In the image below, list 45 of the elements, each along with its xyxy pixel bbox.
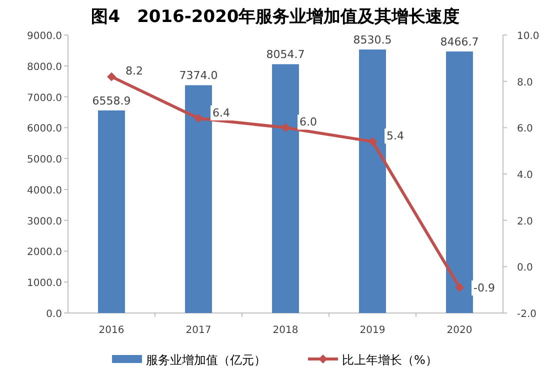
y2-tick-label: 10.0 bbox=[517, 31, 540, 42]
data-label: 8466.7 bbox=[440, 35, 479, 48]
y-tick-label: 9000.0 bbox=[27, 31, 62, 42]
y-tick-label: 0.0 bbox=[46, 309, 62, 320]
legend-label: 比上年增长（%） bbox=[342, 353, 438, 367]
point bbox=[107, 72, 116, 82]
point bbox=[368, 137, 377, 146]
point bbox=[281, 123, 290, 132]
y-tick-label: 4000.0 bbox=[27, 185, 62, 196]
data-label: 7374.0 bbox=[179, 69, 218, 82]
y2-tick-label: 8.0 bbox=[517, 77, 533, 88]
data-label: 5.4 bbox=[386, 130, 404, 143]
chart-title: 图4 2016-2020年服务业增加值及其增长速度 bbox=[91, 7, 460, 27]
y2-tick-label: -2.0 bbox=[517, 309, 537, 320]
bar bbox=[185, 85, 212, 313]
x-tick-label: 2016 bbox=[98, 325, 124, 336]
legend-label: 服务业增加值（亿元） bbox=[146, 353, 266, 367]
bar bbox=[446, 51, 473, 313]
x-tick-label: 2020 bbox=[446, 325, 472, 336]
y-tick-label: 6000.0 bbox=[27, 124, 62, 135]
x-tick-label: 2019 bbox=[360, 325, 386, 336]
y-tick-label: 2000.0 bbox=[27, 247, 62, 258]
data-label: 6.4 bbox=[212, 106, 230, 120]
data-label: 8.2 bbox=[126, 64, 143, 78]
y-tick-label: 3000.0 bbox=[27, 216, 62, 228]
x-tick-label: 2017 bbox=[186, 325, 212, 336]
y-tick-label: 7000.0 bbox=[27, 92, 62, 104]
y-tick-label: 5000.0 bbox=[27, 154, 62, 166]
y2-tick-label: 2.0 bbox=[517, 216, 533, 228]
y2-tick-label: 4.0 bbox=[517, 170, 533, 181]
data-label: 6558.9 bbox=[92, 94, 131, 108]
bar bbox=[98, 110, 125, 313]
data-label: 8530.5 bbox=[353, 34, 392, 46]
bar bbox=[272, 64, 299, 313]
point bbox=[194, 114, 203, 123]
bar bbox=[359, 50, 386, 313]
x-tick-label: 2018 bbox=[272, 325, 298, 336]
y-tick-label: 8000.0 bbox=[27, 62, 62, 73]
y-tick-label: 1000.0 bbox=[27, 278, 62, 290]
y2-tick-label: 0.0 bbox=[517, 262, 533, 274]
data-label: 6.0 bbox=[300, 116, 317, 129]
data-label: 8054.7 bbox=[266, 48, 305, 62]
y2-tick-label: 6.0 bbox=[517, 124, 533, 135]
point bbox=[455, 283, 464, 292]
data-label: -0.9 bbox=[474, 282, 495, 295]
